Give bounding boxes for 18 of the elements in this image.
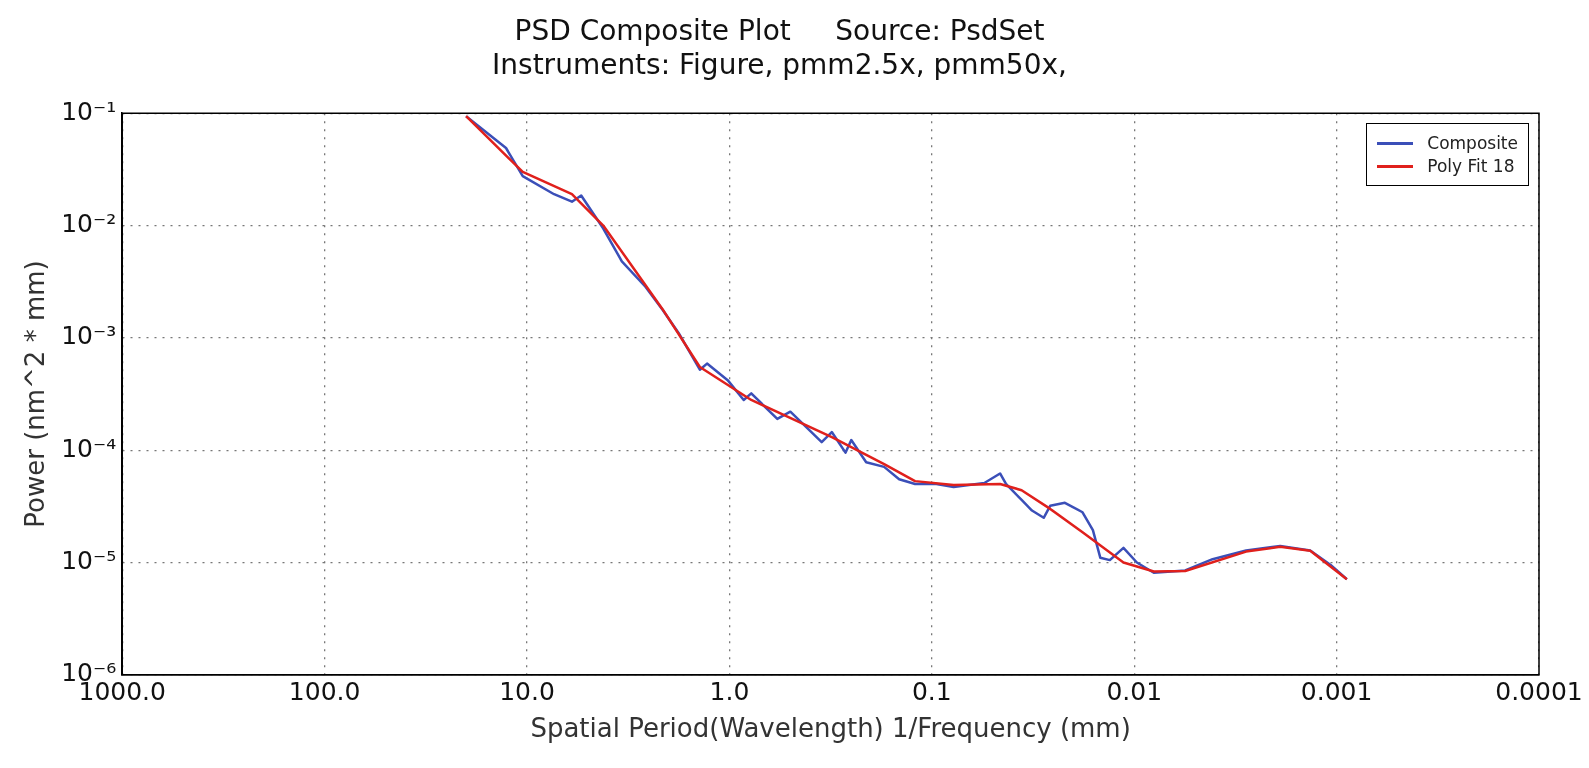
chart-title: PSD Composite Plot Source: PsdSet — [514, 14, 1045, 48]
y-tick-label: 10⁻³ — [61, 321, 117, 351]
x-tick-label: 1.0 — [709, 677, 750, 707]
y-tick-label: 10⁻⁴ — [61, 433, 117, 463]
y-tick-label: 10⁻¹ — [61, 96, 117, 126]
legend-label: Poly Fit 18 — [1427, 156, 1515, 177]
chart-subtitle: Instruments: Figure, pmm2.5x, pmm50x, — [492, 47, 1067, 81]
x-tick-label: 0.001 — [1300, 677, 1373, 707]
y-axis-title: Power (nm^2 * mm) — [20, 260, 51, 528]
legend-label: Composite — [1427, 133, 1518, 154]
y-tick-label: 10⁻² — [61, 209, 117, 239]
x-tick-label: 10.0 — [499, 677, 555, 707]
y-tick-label: 10⁻⁵ — [61, 545, 117, 575]
x-axis-title: Spatial Period(Wavelength) 1/Frequency (mm) — [530, 713, 1131, 744]
x-tick-label: 100.0 — [288, 677, 361, 707]
x-tick-label: 0.0001 — [1495, 677, 1583, 707]
x-tick-label: 0.01 — [1106, 677, 1163, 707]
x-tick-label: 0.1 — [911, 677, 952, 707]
